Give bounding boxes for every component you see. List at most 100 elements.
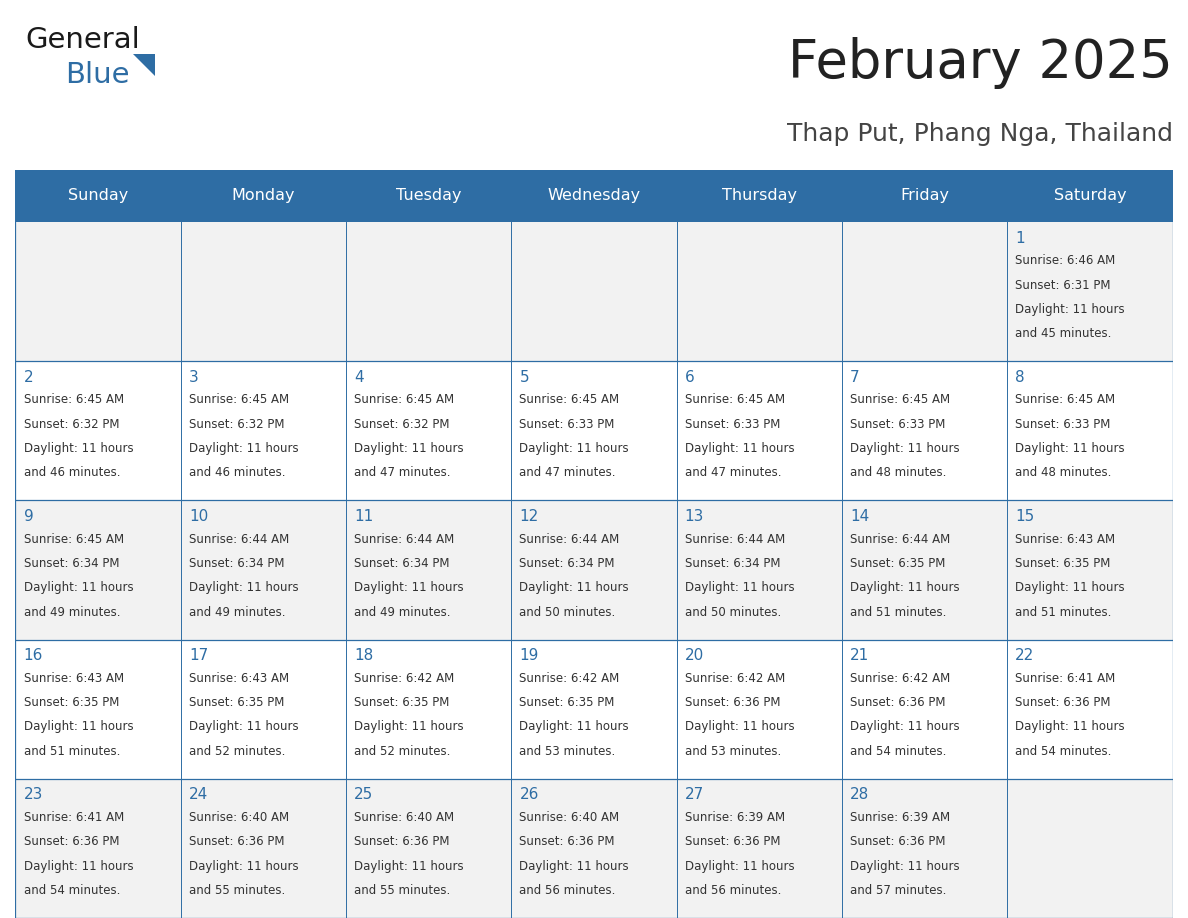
Text: Sunrise: 6:42 AM: Sunrise: 6:42 AM xyxy=(519,672,620,685)
Text: Sunrise: 6:44 AM: Sunrise: 6:44 AM xyxy=(189,532,289,545)
Bar xyxy=(346,222,511,362)
Text: 27: 27 xyxy=(684,787,704,802)
Text: Sunset: 6:36 PM: Sunset: 6:36 PM xyxy=(851,696,946,709)
Text: Sunrise: 6:43 AM: Sunrise: 6:43 AM xyxy=(24,672,124,685)
Text: and 52 minutes.: and 52 minutes. xyxy=(189,744,285,757)
Text: Sunrise: 6:42 AM: Sunrise: 6:42 AM xyxy=(684,672,785,685)
Text: 10: 10 xyxy=(189,509,208,524)
Bar xyxy=(842,778,1007,918)
Bar xyxy=(842,222,1007,362)
Bar xyxy=(677,500,842,640)
Text: 28: 28 xyxy=(851,787,870,802)
Text: and 54 minutes.: and 54 minutes. xyxy=(1016,744,1112,757)
Text: General: General xyxy=(25,27,140,54)
Text: 18: 18 xyxy=(354,648,373,663)
Text: Daylight: 11 hours: Daylight: 11 hours xyxy=(354,721,463,733)
Text: and 53 minutes.: and 53 minutes. xyxy=(519,744,615,757)
Text: 9: 9 xyxy=(24,509,33,524)
Text: Sunset: 6:36 PM: Sunset: 6:36 PM xyxy=(1016,696,1111,709)
Bar xyxy=(181,640,346,778)
Text: Sunrise: 6:45 AM: Sunrise: 6:45 AM xyxy=(851,393,950,407)
Text: and 47 minutes.: and 47 minutes. xyxy=(519,466,615,479)
Text: Daylight: 11 hours: Daylight: 11 hours xyxy=(684,581,795,594)
Bar xyxy=(677,362,842,500)
Text: Sunset: 6:36 PM: Sunset: 6:36 PM xyxy=(354,835,449,848)
Polygon shape xyxy=(133,54,156,76)
Text: Sunset: 6:31 PM: Sunset: 6:31 PM xyxy=(1016,278,1111,292)
Text: Sunset: 6:33 PM: Sunset: 6:33 PM xyxy=(851,418,946,431)
Bar xyxy=(511,778,677,918)
Text: Daylight: 11 hours: Daylight: 11 hours xyxy=(189,721,298,733)
Bar xyxy=(346,640,511,778)
Text: and 46 minutes.: and 46 minutes. xyxy=(24,466,120,479)
Bar xyxy=(511,640,677,778)
Text: Sunrise: 6:45 AM: Sunrise: 6:45 AM xyxy=(519,393,620,407)
Bar xyxy=(511,170,677,222)
Text: 15: 15 xyxy=(1016,509,1035,524)
Bar xyxy=(181,362,346,500)
Text: Daylight: 11 hours: Daylight: 11 hours xyxy=(189,859,298,872)
Text: Sunset: 6:35 PM: Sunset: 6:35 PM xyxy=(519,696,615,709)
Text: Sunrise: 6:43 AM: Sunrise: 6:43 AM xyxy=(1016,532,1116,545)
Text: Sunrise: 6:45 AM: Sunrise: 6:45 AM xyxy=(24,393,124,407)
Text: 21: 21 xyxy=(851,648,870,663)
Text: and 51 minutes.: and 51 minutes. xyxy=(24,744,120,757)
Text: and 49 minutes.: and 49 minutes. xyxy=(24,606,120,619)
Text: Sunset: 6:34 PM: Sunset: 6:34 PM xyxy=(354,557,449,570)
Text: Daylight: 11 hours: Daylight: 11 hours xyxy=(851,859,960,872)
Text: February 2025: February 2025 xyxy=(788,38,1173,89)
Text: Daylight: 11 hours: Daylight: 11 hours xyxy=(354,581,463,594)
Bar xyxy=(511,500,677,640)
Text: 22: 22 xyxy=(1016,648,1035,663)
Text: Sunrise: 6:41 AM: Sunrise: 6:41 AM xyxy=(1016,672,1116,685)
Text: 12: 12 xyxy=(519,509,538,524)
Text: 13: 13 xyxy=(684,509,704,524)
Text: and 54 minutes.: and 54 minutes. xyxy=(24,884,120,897)
Text: Sunset: 6:35 PM: Sunset: 6:35 PM xyxy=(1016,557,1111,570)
Text: 4: 4 xyxy=(354,370,364,385)
Bar xyxy=(511,222,677,362)
Text: Sunrise: 6:44 AM: Sunrise: 6:44 AM xyxy=(519,532,620,545)
Text: and 54 minutes.: and 54 minutes. xyxy=(851,744,947,757)
Text: Sunrise: 6:45 AM: Sunrise: 6:45 AM xyxy=(1016,393,1116,407)
Text: and 50 minutes.: and 50 minutes. xyxy=(684,606,781,619)
Text: and 53 minutes.: and 53 minutes. xyxy=(684,744,781,757)
Bar xyxy=(15,222,181,362)
Text: Sunrise: 6:46 AM: Sunrise: 6:46 AM xyxy=(1016,254,1116,267)
Text: Daylight: 11 hours: Daylight: 11 hours xyxy=(519,581,630,594)
Text: Daylight: 11 hours: Daylight: 11 hours xyxy=(519,442,630,455)
Text: Sunset: 6:32 PM: Sunset: 6:32 PM xyxy=(354,418,449,431)
Bar xyxy=(677,778,842,918)
Text: Sunset: 6:34 PM: Sunset: 6:34 PM xyxy=(24,557,119,570)
Bar xyxy=(1007,500,1173,640)
Bar xyxy=(346,778,511,918)
Bar xyxy=(677,222,842,362)
Text: Sunset: 6:33 PM: Sunset: 6:33 PM xyxy=(1016,418,1111,431)
Text: Sunrise: 6:40 AM: Sunrise: 6:40 AM xyxy=(519,811,620,823)
Text: 16: 16 xyxy=(24,648,43,663)
Bar xyxy=(15,640,181,778)
Bar xyxy=(181,170,346,222)
Text: Daylight: 11 hours: Daylight: 11 hours xyxy=(354,442,463,455)
Text: Sunrise: 6:45 AM: Sunrise: 6:45 AM xyxy=(684,393,785,407)
Bar xyxy=(1007,362,1173,500)
Text: Blue: Blue xyxy=(65,62,129,89)
Text: Daylight: 11 hours: Daylight: 11 hours xyxy=(684,859,795,872)
Text: Daylight: 11 hours: Daylight: 11 hours xyxy=(189,442,298,455)
Text: Sunrise: 6:44 AM: Sunrise: 6:44 AM xyxy=(684,532,785,545)
Text: Sunrise: 6:45 AM: Sunrise: 6:45 AM xyxy=(189,393,289,407)
Text: Sunset: 6:32 PM: Sunset: 6:32 PM xyxy=(189,418,284,431)
Bar xyxy=(1007,640,1173,778)
Text: 2: 2 xyxy=(24,370,33,385)
Text: Thursday: Thursday xyxy=(722,188,797,204)
Text: Sunset: 6:35 PM: Sunset: 6:35 PM xyxy=(354,696,449,709)
Text: 26: 26 xyxy=(519,787,539,802)
Bar xyxy=(1007,222,1173,362)
Text: Daylight: 11 hours: Daylight: 11 hours xyxy=(851,581,960,594)
Text: Daylight: 11 hours: Daylight: 11 hours xyxy=(851,721,960,733)
Text: Sunset: 6:35 PM: Sunset: 6:35 PM xyxy=(24,696,119,709)
Text: and 52 minutes.: and 52 minutes. xyxy=(354,744,450,757)
Text: Daylight: 11 hours: Daylight: 11 hours xyxy=(189,581,298,594)
Bar xyxy=(842,640,1007,778)
Bar xyxy=(842,500,1007,640)
